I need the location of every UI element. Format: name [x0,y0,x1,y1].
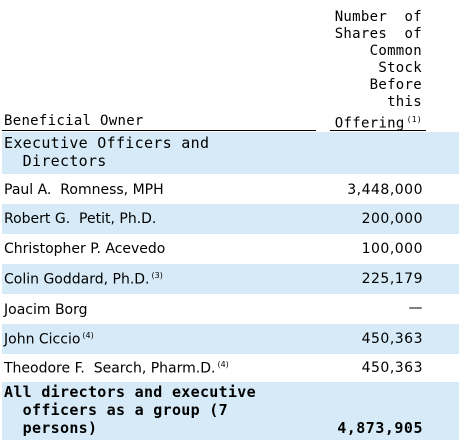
footnote-marker: (3) [151,271,163,280]
owner-name: Colin Goddard, Ph.D. [4,271,150,288]
owner-name: Paul A. Romness, MPH [4,182,164,198]
owner-name: John Ciccio [4,331,81,348]
total-row: All directors and executive officers as … [2,382,459,440]
header-line-last: Offering (1) [322,111,422,133]
header-line: Before [369,77,422,93]
section-heading-line1: Executive Officers and [4,134,210,152]
owner-name: Christopher P. Acevedo [4,241,166,257]
owner-name: Theodore F. Search, Pharm.D. [4,360,216,377]
owner-name: Robert G. Petit, Ph.D. [4,211,157,227]
owner-name: Joacim Borg [4,302,88,318]
header-line: Stock [378,60,422,76]
share-count: — [408,300,423,316]
total-label-line1: All directors and executive [4,383,256,401]
table-row: Paul A. Romness, MPH 3,448,000 [2,174,459,204]
header-rule-left [2,130,316,131]
share-count: 225,179 [361,271,423,287]
header-line: Common [369,43,422,59]
total-label-line3: persons) [4,419,98,437]
share-count: 450,363 [361,331,423,347]
column-header-beneficial-owner: Beneficial Owner [4,113,144,129]
header-rule-right [330,130,426,131]
share-count: 100,000 [361,241,423,257]
footnote-marker: (4) [217,360,229,369]
table-row: Christopher P. Acevedo 100,000 [2,234,459,264]
share-count: 3,448,000 [347,182,423,198]
footnote-marker: (4) [82,331,94,340]
table-row: Robert G. Petit, Ph.D. 200,000 [2,204,459,234]
header-line: Shares of [334,26,422,42]
header-line-text: Offering [334,115,405,132]
header-line: Number of [334,9,422,25]
section-heading-row: Executive Officers and Directors [2,132,459,174]
total-share-count: 4,873,905 [337,419,423,437]
owner-name-with-note: Theodore F. Search, Pharm.D. (4) [4,360,229,377]
table-row: Colin Goddard, Ph.D. (3) 225,179 [2,264,459,294]
section-heading-line2: Directors [4,152,107,170]
header-line: this [387,94,422,110]
owner-name-with-note: Colin Goddard, Ph.D. (3) [4,271,163,288]
table-row: Joacim Borg — [2,294,459,324]
owner-name-with-note: John Ciccio (4) [4,331,94,348]
share-count: 200,000 [361,211,423,227]
table-row: John Ciccio (4) 450,363 [2,324,459,354]
total-label-line2: officers as a group (7 [4,401,228,419]
footnote-marker: (1) [406,115,422,124]
table-row: Theodore F. Search, Pharm.D. (4) 450,363 [2,354,459,382]
share-count: 450,363 [361,360,423,376]
column-header-shares: Number of Shares of Common Stock Before … [322,9,422,133]
